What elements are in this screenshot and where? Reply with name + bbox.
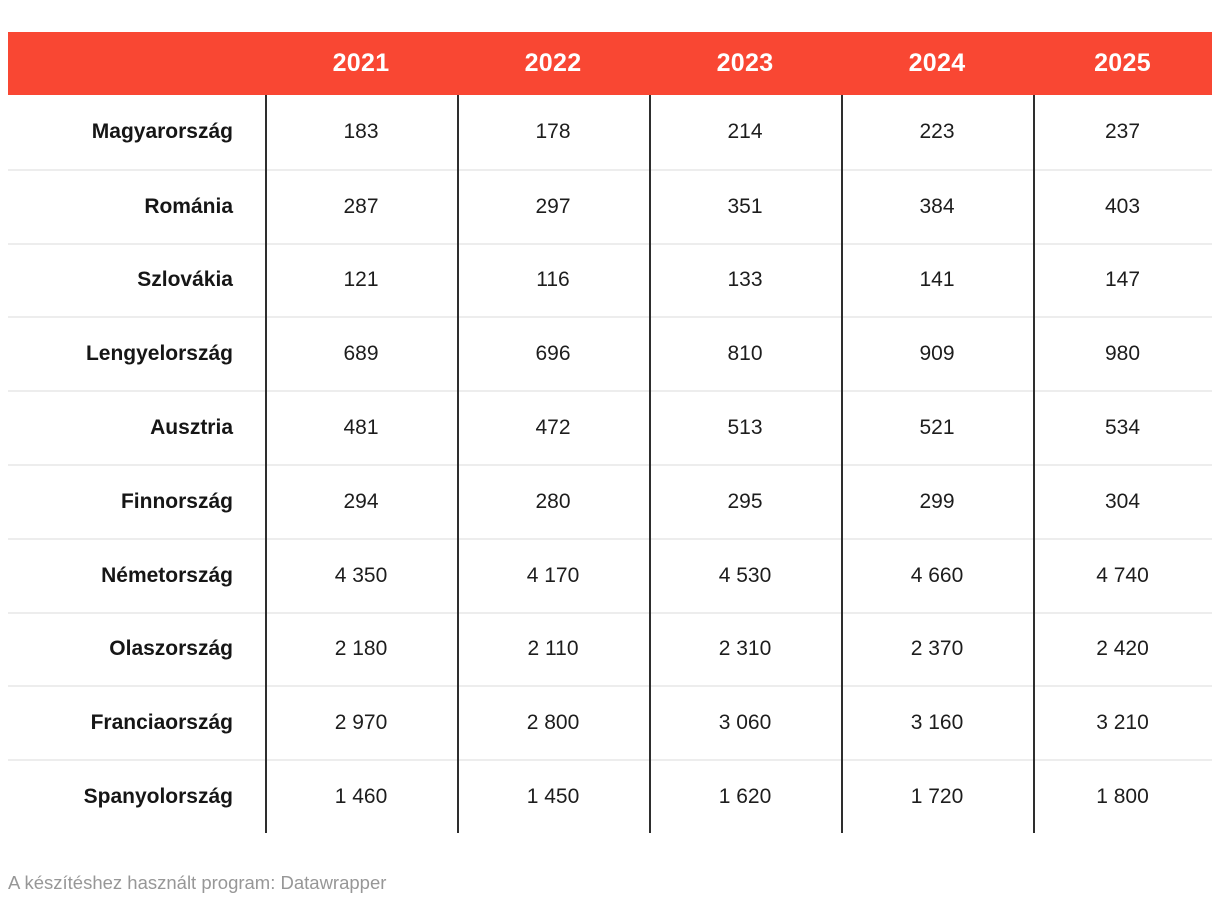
value-cell: 299: [919, 489, 955, 513]
value-cell: 214: [727, 119, 763, 143]
table-row: Ausztria 481 472 513 521 534: [8, 390, 1212, 464]
value-cell: 534: [1104, 416, 1141, 440]
row-label: Finnország: [120, 489, 233, 513]
value-cell: 141: [919, 268, 955, 292]
value-cell: 2 110: [527, 637, 579, 661]
column-header-year: 2025: [1094, 49, 1151, 77]
table-row: Románia 287 297 351 384 403: [8, 168, 1212, 243]
value-cell: 4 170: [526, 563, 580, 587]
row-label: Spanyolország: [83, 785, 233, 809]
value-cell: 403: [1104, 194, 1141, 218]
column-header-year: 2023: [716, 49, 774, 77]
value-cell: 1 720: [910, 785, 964, 809]
value-cell: 1 800: [1096, 785, 1149, 809]
value-cell: 3 160: [910, 711, 964, 735]
value-cell: 689: [343, 342, 379, 366]
value-cell: 183: [343, 119, 379, 143]
column-divider: [457, 95, 459, 833]
value-cell: 2 800: [526, 711, 580, 735]
value-cell: 4 350: [334, 563, 388, 587]
value-cell: 1 460: [334, 785, 388, 809]
table-row: Finnország 294 280 295 299 304: [8, 463, 1212, 538]
value-cell: 980: [1104, 342, 1141, 366]
value-cell: 3 210: [1096, 711, 1149, 735]
column-divider: [841, 95, 843, 833]
column-divider: [265, 95, 267, 833]
table-row: Szlovákia 121 116 133 141 147: [8, 242, 1212, 317]
value-cell: 472: [535, 416, 571, 440]
row-label: Szlovákia: [137, 268, 233, 292]
value-cell: 297: [535, 194, 571, 218]
data-table: 2021 2022 2023 2024 2025 Magyarország 183 178 2…: [8, 32, 1212, 833]
value-cell: 2 970: [334, 711, 388, 735]
value-cell: 223: [919, 119, 955, 143]
value-cell: 294: [343, 489, 379, 513]
value-cell: 810: [727, 342, 763, 366]
value-cell: 4 660: [910, 563, 964, 587]
row-label: Románia: [144, 194, 233, 218]
value-cell: 521: [919, 416, 955, 440]
value-cell: 2 370: [910, 637, 964, 661]
value-cell: 304: [1104, 489, 1141, 513]
value-cell: 696: [535, 342, 571, 366]
table-row: Lengyelország 689 696 810 909 980: [8, 316, 1212, 390]
value-cell: 178: [535, 119, 571, 143]
value-cell: 2 310: [718, 637, 772, 661]
row-label: Magyarország: [91, 119, 233, 143]
value-cell: 351: [727, 194, 763, 218]
value-cell: 4 740: [1096, 563, 1149, 587]
table-row: Németország 4 350 4 170 4 530 4 660 4 740: [8, 537, 1212, 612]
value-cell: 147: [1104, 268, 1141, 292]
value-cell: 280: [535, 489, 571, 513]
value-cell: 133: [727, 268, 763, 292]
value-cell: 237: [1104, 119, 1141, 143]
table-row: Magyarország 183 178 214 223 237: [8, 95, 1212, 169]
table-row: Franciaország 2 970 2 800 3 060 3 160 3 210: [8, 685, 1212, 759]
header-corner-cell: [8, 32, 265, 95]
table-row: Olaszország 2 180 2 110 2 310 2 370 2 420: [8, 611, 1212, 686]
column-divider: [649, 95, 651, 833]
value-cell: 295: [727, 489, 763, 513]
value-cell: 121: [343, 268, 379, 292]
table-body: Magyarország 183 178 214 223 237 Románia 287 297…: [8, 95, 1212, 833]
row-label: Németország: [101, 563, 233, 587]
value-cell: 4 530: [718, 563, 772, 587]
column-header-year: 2024: [908, 49, 966, 77]
table-header-row: 2021 2022 2023 2024 2025: [8, 32, 1212, 95]
value-cell: 909: [919, 342, 955, 366]
row-label: Franciaország: [90, 711, 233, 735]
column-header-year: 2022: [524, 49, 582, 77]
value-cell: 2 180: [334, 637, 388, 661]
table-row: Spanyolország 1 460 1 450 1 620 1 720 1 800: [8, 759, 1212, 833]
value-cell: 1 450: [526, 785, 580, 809]
column-header-year: 2021: [332, 49, 390, 77]
value-cell: 1 620: [718, 785, 772, 809]
value-cell: 481: [343, 416, 379, 440]
row-label: Ausztria: [150, 416, 233, 440]
row-label: Olaszország: [109, 637, 233, 661]
column-divider: [1033, 95, 1035, 833]
value-cell: 3 060: [718, 711, 772, 735]
value-cell: 384: [919, 194, 955, 218]
value-cell: 116: [536, 268, 570, 292]
value-cell: 513: [727, 416, 763, 440]
attribution-note: A készítéshez használt program: Datawrap…: [8, 872, 387, 893]
value-cell: 287: [343, 194, 379, 218]
row-label: Lengyelország: [85, 342, 233, 366]
value-cell: 2 420: [1096, 637, 1149, 661]
